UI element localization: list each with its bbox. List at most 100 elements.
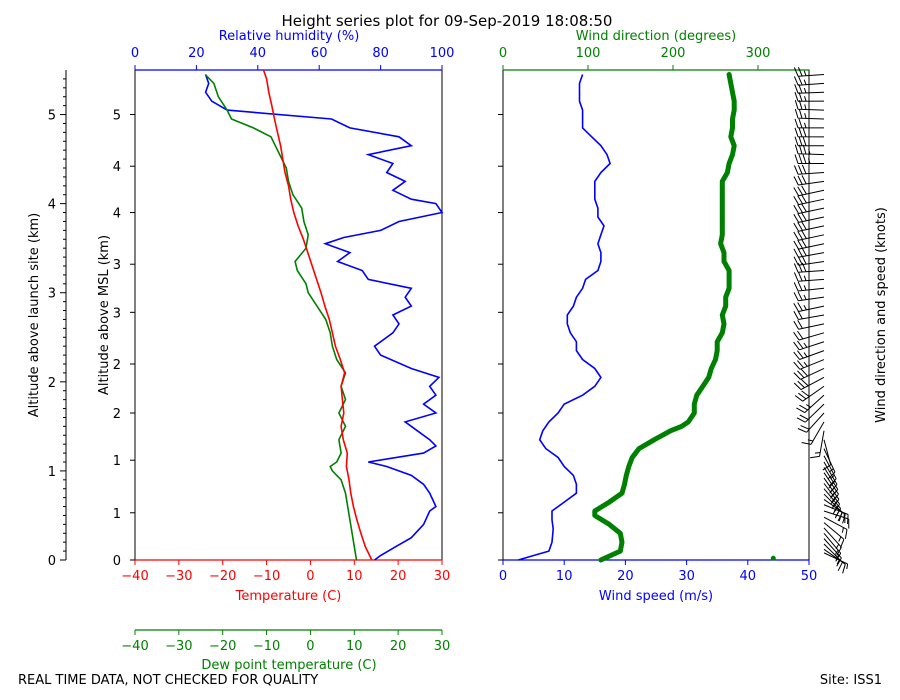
dir-axis-label: Wind direction (degrees): [576, 29, 736, 44]
dir-tick-label: 100: [576, 46, 601, 61]
temp-axis-label: Temperature (C): [235, 589, 342, 604]
rh-series-line: [204, 74, 444, 561]
wind-barb: [823, 483, 841, 513]
wind-panel: 0 10 20 30 40 50 Wind speed (m/s) 0 100 200 300 Win…: [498, 29, 889, 604]
rh-tick-label: 80: [372, 46, 389, 61]
wind-barb: [794, 99, 825, 111]
speed-tick-label: 0: [499, 569, 507, 584]
wind-barb: [793, 271, 825, 282]
wind-barb: [822, 439, 832, 471]
wind-barb: [793, 203, 825, 214]
speed-tick-label: 10: [556, 569, 573, 584]
wind-barb: [823, 493, 843, 522]
wind-barb: [823, 522, 845, 549]
wind-barb: [801, 421, 825, 445]
wind-barb: [794, 108, 825, 120]
wind-barb: [793, 247, 825, 258]
site-tick-label: 5: [48, 109, 56, 124]
site-tick-label: 3: [48, 287, 56, 302]
wind-barb: [823, 455, 837, 486]
temperature-series-line: [262, 69, 373, 561]
rh-tick-label: 0: [131, 46, 139, 61]
thermo-frame: [134, 69, 443, 561]
wind-barb: [793, 239, 825, 250]
dir-tick-label: 300: [746, 46, 771, 61]
wind-barb: [796, 403, 825, 423]
wind-speed-series-line: [518, 74, 612, 561]
temp-tick-label: 10: [346, 569, 363, 584]
dew-tick-label: −20: [209, 639, 236, 654]
site-tick-label: 0: [48, 554, 56, 569]
wind-barb: [823, 448, 836, 480]
site-tick-label: 2: [48, 376, 56, 391]
dew-axis-label: Dew point temperature (C): [201, 658, 376, 673]
barbs-axis-label: Wind direction and speed (knots): [874, 207, 889, 423]
wind-barb: [793, 376, 825, 391]
dir-tick-label: 200: [661, 46, 686, 61]
wind-barb: [823, 538, 842, 567]
wind-barb: [793, 291, 825, 302]
wind-barb: [794, 92, 825, 102]
wind-barb: [793, 350, 825, 360]
wind-barb: [793, 320, 825, 330]
temp-tick-label: −40: [121, 569, 148, 584]
temp-tick-label: 30: [434, 569, 451, 584]
wind-barb: [823, 477, 840, 508]
wind-barb: [796, 394, 825, 414]
speed-tick-label: 20: [617, 569, 634, 584]
rh-tick-label: 100: [430, 46, 455, 61]
wind-direction-series-line: [592, 72, 737, 563]
dir-tick-label: 0: [499, 46, 507, 61]
rh-tick-label: 20: [188, 46, 205, 61]
wind-barb: [794, 144, 825, 156]
site-tick-label: 1: [48, 465, 56, 480]
wind-barb: [794, 84, 825, 94]
wind-barb: [793, 230, 825, 241]
msl-tick-label: 1: [113, 454, 121, 469]
wind-barb: [793, 75, 825, 86]
msl-tick-label: 3: [113, 258, 121, 273]
dew-tick-label: 30: [434, 639, 451, 654]
speed-axis-label: Wind speed (m/s): [599, 589, 713, 604]
msl-tick-label: 0: [113, 554, 121, 569]
rh-tick-label: 60: [311, 46, 328, 61]
wind-barb: [793, 368, 825, 380]
wind-barb: [794, 118, 825, 129]
figure-title: Height series plot for 09-Sep-2019 18:08…: [282, 12, 613, 30]
dew-tick-label: −10: [253, 639, 280, 654]
wind-barb: [793, 255, 825, 266]
wind-barb: [793, 185, 825, 197]
wind-barb: [793, 330, 825, 341]
wind-barb: [823, 516, 848, 539]
wind-direction-outlier-point: [770, 555, 776, 561]
speed-tick-label: 50: [801, 569, 818, 584]
speed-tick-label: 30: [678, 569, 695, 584]
site-label: Site: ISS1: [819, 673, 882, 688]
quality-note: REAL TIME DATA, NOT CHECKED FOR QUALITY: [18, 673, 319, 688]
temp-tick-label: −20: [209, 569, 236, 584]
wind-barb: [794, 154, 825, 165]
msl-tick-label: 2: [113, 358, 121, 373]
msl-tick-label: 4: [113, 207, 121, 222]
temp-tick-label: −30: [165, 569, 192, 584]
wind-barb: [793, 340, 825, 351]
rh-axis-label: Relative humidity (%): [219, 29, 360, 44]
wind-barb: [793, 212, 825, 223]
wind-barb: [810, 430, 825, 459]
wind-barb: [793, 175, 825, 186]
wind-frame: [502, 69, 810, 561]
dew-tick-label: 10: [346, 639, 363, 654]
dew-tick-label: 20: [390, 639, 407, 654]
speed-tick-label: 40: [740, 569, 757, 584]
wind-barb: [794, 136, 825, 147]
rh-tick-label: 40: [250, 46, 267, 61]
wind-barb: [823, 488, 842, 517]
wind-barb: [797, 412, 825, 433]
wind-barb: [794, 127, 825, 138]
msl-tick-label: 5: [113, 109, 121, 124]
dew-tick-label: 0: [306, 639, 314, 654]
wind-barb: [823, 527, 842, 556]
wind-barb: [793, 262, 825, 273]
site-axis-label: Altitude above launch site (km): [27, 213, 42, 417]
